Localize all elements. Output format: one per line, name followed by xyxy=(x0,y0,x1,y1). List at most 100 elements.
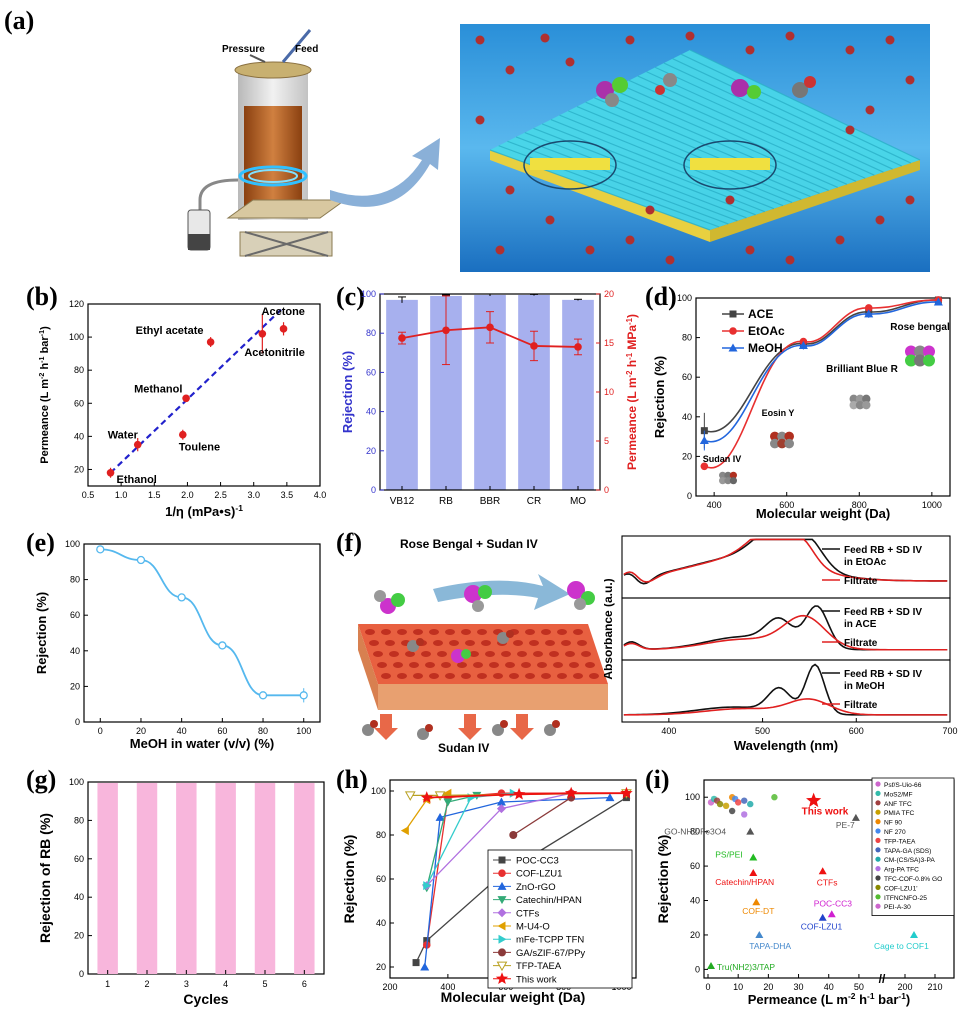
x-tick-label: 600 xyxy=(779,500,794,510)
membrane-pore xyxy=(501,651,511,657)
series-marker xyxy=(423,881,432,891)
x-tick-label: MO xyxy=(570,496,586,507)
molecule-atom xyxy=(855,400,865,410)
x-tick-label: 3.5 xyxy=(281,490,294,500)
membrane-pore xyxy=(509,673,519,679)
membrane-pore xyxy=(369,640,379,646)
legend-label: TAPA-GA (SDS) xyxy=(884,848,931,855)
legend-label: TFP-TAEA xyxy=(516,961,562,972)
legend-solvent: in MeOH xyxy=(844,681,885,692)
y-tick-label: 40 xyxy=(74,892,84,902)
y-tick-label: 100 xyxy=(361,290,376,299)
legend-label: Psf/S-Uio-66 xyxy=(884,782,922,789)
y-tick-label: 100 xyxy=(371,786,386,796)
molecule-atom xyxy=(905,345,917,358)
membrane-pore xyxy=(553,662,563,668)
membrane-pore xyxy=(541,673,551,679)
membrane-stripe xyxy=(524,132,747,219)
panel-i-chart: 0 20 40 60 80 100 0 10 20 30 40 50 200 210 // This work… xyxy=(655,777,955,1007)
panel-label-g: (g) xyxy=(26,765,57,794)
water-molecule xyxy=(905,195,915,205)
y-tick-label: 0 xyxy=(687,491,692,501)
membrane-pore xyxy=(561,640,571,646)
molecule-atom xyxy=(923,345,935,358)
data-point xyxy=(136,555,146,565)
molecule-atom xyxy=(784,438,794,449)
panel-label-d: (d) xyxy=(645,282,677,311)
y-tick-label: 80 xyxy=(74,815,84,825)
x-tick-label: 700 xyxy=(942,726,957,736)
rejection-bar xyxy=(518,294,550,490)
membrane-pore xyxy=(421,651,431,657)
point-label: Cage to COF1 xyxy=(874,941,929,951)
legend-label: POC-CC3 xyxy=(516,856,559,867)
legend-label: NF 270 xyxy=(884,829,906,836)
legend-label: TFC-COF-0.8% GO xyxy=(884,876,942,883)
y-tick-label: 0 xyxy=(371,485,376,495)
x-tick-label: 1.0 xyxy=(115,490,128,500)
point-label: Tru(NH2)3/TAP xyxy=(717,962,775,972)
literature-point xyxy=(851,813,860,821)
membrane-pore xyxy=(489,662,499,668)
water-molecule xyxy=(505,185,515,195)
y-tick-label: 80 xyxy=(690,827,700,837)
water-molecule xyxy=(625,35,635,45)
legend-marker xyxy=(875,828,881,834)
pressure-label: Pressure xyxy=(222,44,265,55)
x-tick-label: 60 xyxy=(217,726,227,736)
point-label: Methanol xyxy=(134,383,182,395)
y-tick-label: 100 xyxy=(69,777,84,787)
series-line xyxy=(415,797,627,963)
membrane-stripe xyxy=(507,140,729,225)
membrane-stripe xyxy=(611,88,839,188)
series-line xyxy=(426,792,627,799)
plot-frame xyxy=(695,297,951,497)
series-marker xyxy=(434,791,446,801)
x-tick-label: 2.0 xyxy=(181,490,194,500)
x-tick-label: 20 xyxy=(763,982,773,992)
water-molecule xyxy=(665,255,675,265)
membrane-pore xyxy=(549,651,559,657)
data-point xyxy=(96,545,105,554)
series-marker xyxy=(509,831,518,839)
molecule-atom xyxy=(770,438,780,449)
x-tick-label: 400 xyxy=(707,500,722,510)
water-molecule xyxy=(495,245,505,255)
legend-label: This work xyxy=(516,974,557,985)
membrane-pore xyxy=(525,629,535,635)
legend-marker xyxy=(875,809,881,815)
point-label: TAPA-DHA xyxy=(749,941,791,951)
membrane-stripe xyxy=(637,75,866,179)
molecule-atom xyxy=(770,431,780,442)
water-molecule xyxy=(545,215,555,225)
panel-d-chart: 0 20 40 60 80 100 400 600 800 1000 ACE EtOAc MeOH Ros… xyxy=(652,293,951,521)
y-tick-label: 40 xyxy=(376,918,386,928)
y-axis-label: Rejection (%) xyxy=(655,835,671,924)
reference-point xyxy=(728,807,736,815)
x-tick-label: 2 xyxy=(144,979,149,989)
x-tick-label: 1.5 xyxy=(148,490,161,500)
x-axis-label: Molecular weight (Da) xyxy=(441,989,586,1005)
y-tick-label: 20 xyxy=(682,451,692,461)
membrane-pore xyxy=(505,662,515,668)
membrane-pore xyxy=(397,673,407,679)
legend-box xyxy=(487,849,633,989)
membrane-pore xyxy=(413,673,423,679)
series-line xyxy=(512,797,572,836)
x-tick-label: 600 xyxy=(849,726,864,736)
x-tick-label: 4.0 xyxy=(314,490,327,500)
molecule-atom xyxy=(729,471,737,479)
y-axis-label: Rejection (%) xyxy=(652,356,667,438)
membrane-scene xyxy=(460,24,930,272)
x-tick-label: 40 xyxy=(177,726,187,736)
x-tick-label: 3 xyxy=(184,979,189,989)
x-axis-label: Permeance (L m-2 h-1 bar-1) xyxy=(748,991,911,1007)
series-marker xyxy=(496,804,506,814)
y-tick-label: 100 xyxy=(677,293,692,303)
membrane-pore xyxy=(441,662,451,668)
panel-f-illustration: Rose Bengal + Sudan IV Sudan IV xyxy=(358,537,608,755)
y-tick-label: 20 xyxy=(376,962,386,972)
y-tick-label: 40 xyxy=(366,407,376,417)
literature-point xyxy=(707,961,716,969)
filtrate-spectrum xyxy=(623,698,948,716)
